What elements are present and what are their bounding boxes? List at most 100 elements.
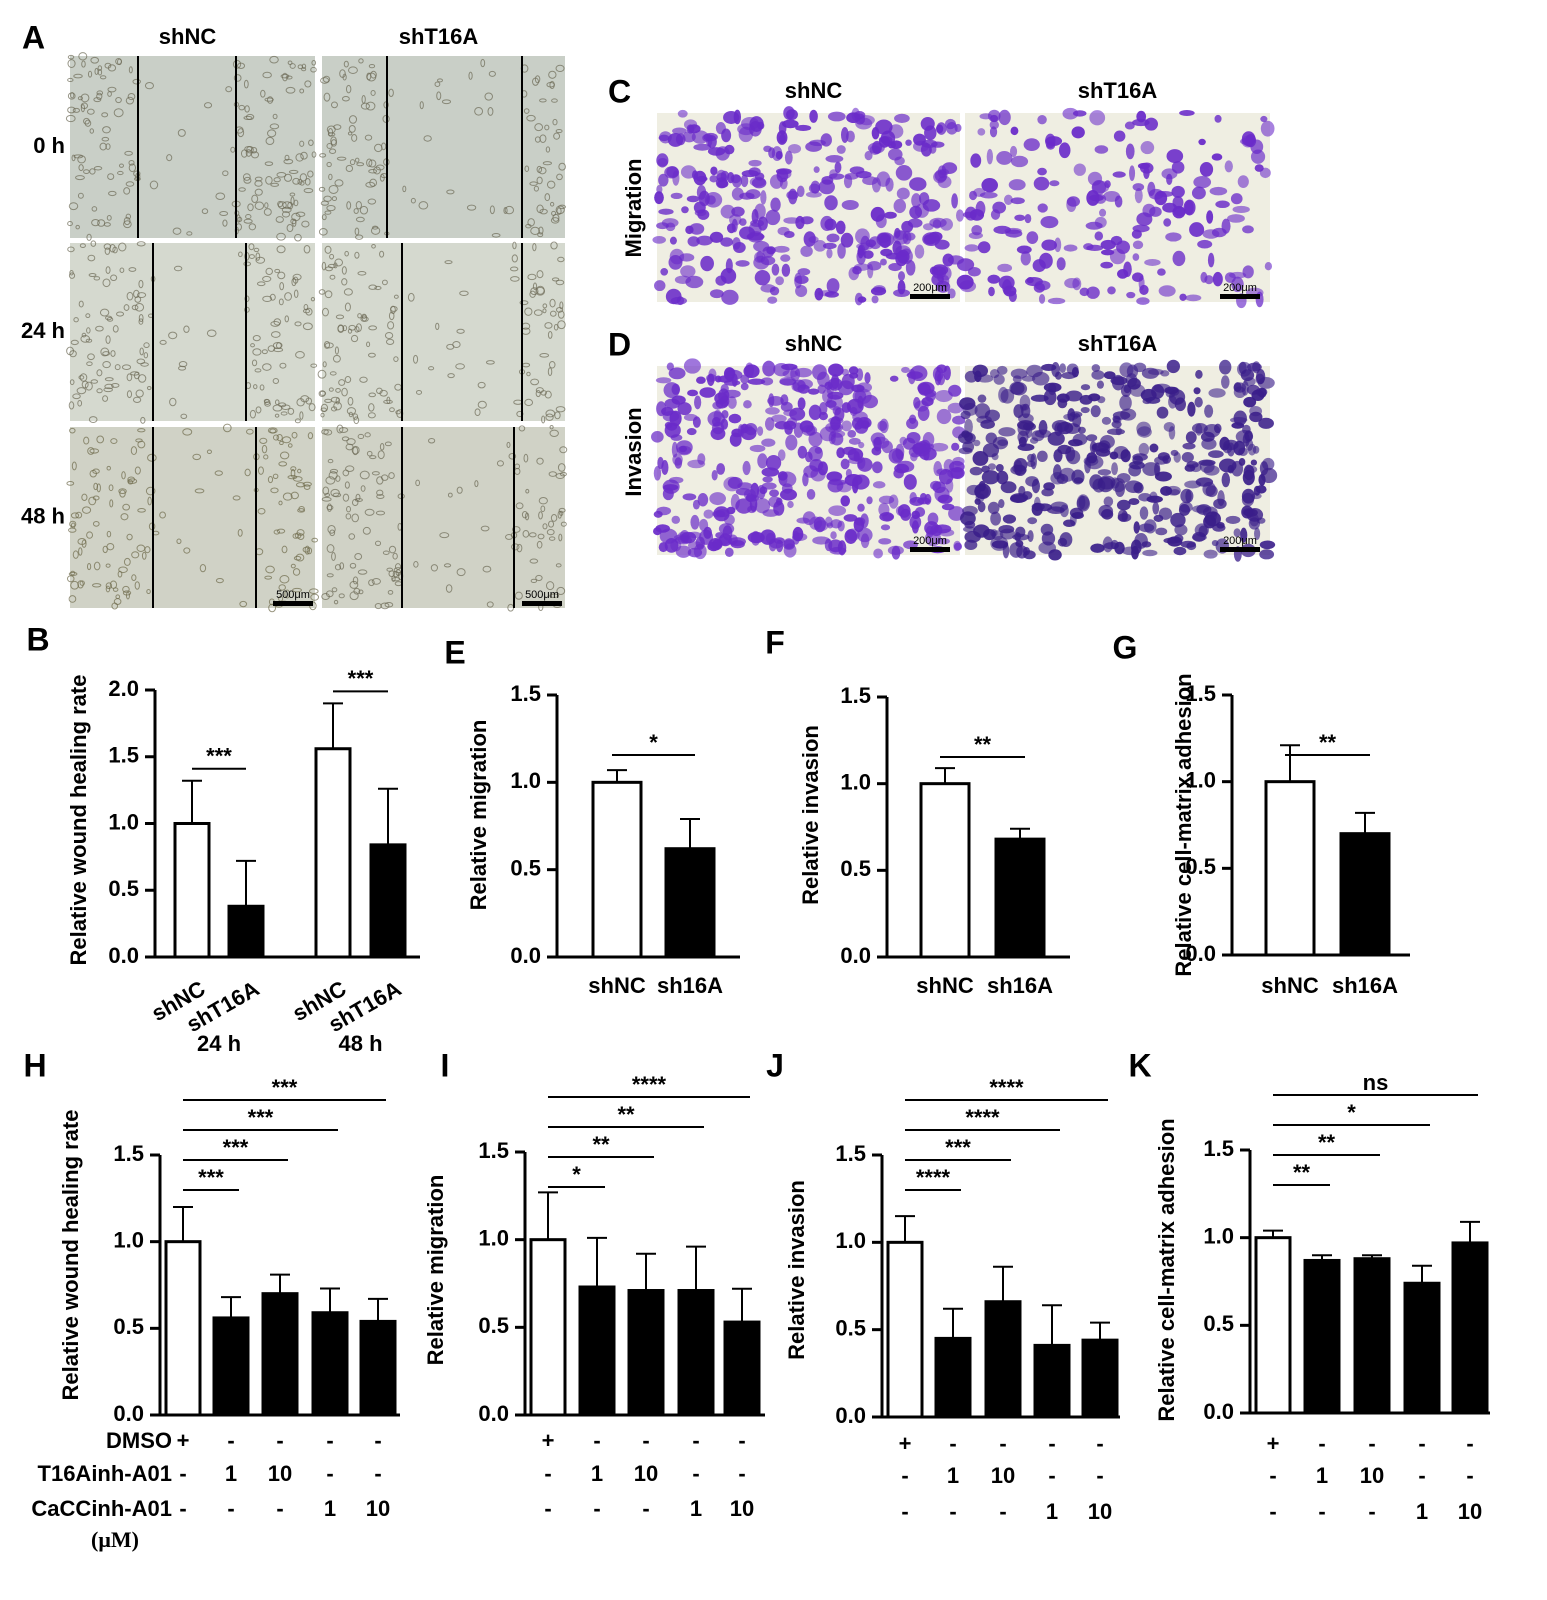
cell: [70, 92, 75, 99]
cell: [264, 161, 274, 166]
stained-cell: [1145, 396, 1161, 404]
stained-cell: [696, 376, 706, 384]
stained-cell: [1039, 252, 1053, 269]
stained-cell: [1233, 528, 1241, 538]
treatment-value: -: [326, 1428, 333, 1453]
stained-cell: [894, 227, 901, 239]
cell: [546, 528, 555, 536]
cell: [117, 570, 123, 578]
cell: [418, 201, 429, 210]
stained-cell: [1206, 210, 1214, 224]
cell: [381, 142, 387, 151]
significance-label: ****: [632, 1072, 667, 1097]
stained-cell: [1041, 363, 1057, 372]
cell: [290, 491, 299, 500]
cell: [136, 241, 146, 247]
stained-cell: [683, 119, 698, 130]
micrograph: [958, 359, 1278, 562]
cell: [122, 503, 130, 511]
stained-cell: [933, 524, 952, 534]
cell: [273, 177, 281, 183]
cell: [423, 135, 432, 142]
cell: [542, 308, 547, 314]
cell: [373, 166, 381, 175]
y-tick-label: 1.5: [108, 743, 139, 768]
stained-cell: [1091, 364, 1101, 372]
stained-cell: [1240, 527, 1248, 543]
stained-cell: [769, 539, 784, 549]
stained-cell: [1153, 383, 1171, 393]
stained-cell: [945, 478, 954, 493]
cell: [272, 113, 278, 120]
cell: [89, 168, 96, 175]
stained-cell: [1100, 261, 1114, 269]
y-tick-label: 1.5: [835, 1141, 866, 1166]
cell: [253, 384, 258, 390]
stained-cell: [855, 117, 873, 130]
stained-cell: [1018, 485, 1026, 497]
cell: [133, 170, 141, 177]
stained-cell: [763, 145, 772, 153]
stained-cell: [922, 232, 941, 247]
cell: [538, 511, 543, 520]
cell: [477, 400, 487, 409]
cell: [90, 379, 99, 384]
cell: [512, 241, 517, 250]
cell: [199, 564, 207, 573]
cell: [485, 360, 495, 365]
stained-cell: [894, 113, 910, 123]
cell: [225, 86, 233, 93]
stained-cell: [800, 245, 813, 257]
stained-cell: [747, 505, 757, 514]
cell: [101, 136, 110, 142]
row-label: Migration: [621, 159, 646, 258]
cell: [341, 266, 347, 275]
stained-cell: [1149, 443, 1159, 453]
stained-cell: [855, 171, 872, 179]
stained-cell: [789, 407, 806, 421]
stained-cell: [936, 124, 944, 134]
stained-cell: [656, 222, 669, 230]
treatment-value: -: [738, 1428, 745, 1453]
cell: [514, 591, 523, 600]
bar: [261, 1292, 299, 1417]
stained-cell: [981, 178, 998, 193]
stained-cell: [1120, 408, 1137, 421]
cell: [547, 367, 553, 377]
stained-cell: [1058, 142, 1071, 159]
cell: [137, 428, 146, 433]
cell: [358, 58, 364, 64]
stained-cell: [1142, 549, 1158, 557]
cell: [255, 256, 266, 264]
stained-cell: [1189, 222, 1205, 237]
cell: [311, 60, 317, 66]
cell: [539, 353, 550, 358]
stained-cell: [1051, 419, 1070, 433]
stained-cell: [1103, 371, 1116, 380]
stained-cell: [871, 446, 882, 456]
stained-cell: [1056, 257, 1066, 271]
cell: [246, 145, 254, 154]
stained-cell: [914, 203, 929, 218]
cell: [134, 466, 141, 475]
bar: [578, 1285, 616, 1417]
treatment-value: 1: [1046, 1499, 1058, 1524]
cell: [264, 401, 271, 407]
cell: [546, 581, 555, 591]
stained-cell: [1246, 384, 1260, 395]
cell: [359, 376, 368, 383]
cell: [264, 202, 269, 209]
stained-cell: [1252, 361, 1261, 374]
cell: [345, 465, 355, 473]
cell: [354, 157, 360, 163]
cell: [557, 310, 565, 319]
stained-cell: [1238, 457, 1246, 466]
cell: [290, 196, 295, 206]
stained-cell: [748, 159, 762, 167]
cell: [254, 188, 263, 196]
stained-cell: [1016, 245, 1032, 254]
cell: [270, 331, 281, 338]
stained-cell: [682, 131, 696, 143]
cell: [555, 128, 563, 134]
cell: [112, 325, 119, 333]
